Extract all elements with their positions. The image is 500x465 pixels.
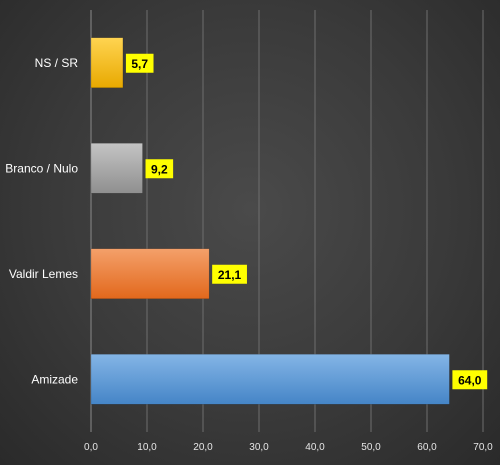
data-label-box [125, 53, 154, 73]
bars [90, 37, 450, 405]
data-labels: 5,7 9,2 21,1 64,0 [125, 53, 488, 390]
x-tick-label: 60,0 [417, 442, 437, 453]
bar [90, 37, 124, 88]
category-label: Branco / Nulo [5, 161, 78, 175]
data-label-box [452, 370, 488, 390]
category-label: Valdir Lemes [9, 267, 78, 281]
x-tick-label: 10,0 [137, 442, 157, 453]
data-label: 64,0 [458, 373, 482, 387]
data-label: 9,2 [151, 162, 168, 176]
data-label: 21,1 [218, 268, 242, 282]
x-tick-label: 70,0 [473, 442, 493, 453]
value-axis: 0,0 10,0 20,0 30,0 40,0 50,0 60,0 70,0 NS / SR Br… [5, 10, 493, 453]
data-label-box [145, 159, 174, 179]
category-label: NS / SR [35, 56, 79, 70]
gridlines [90, 10, 484, 432]
x-tick-label: 50,0 [361, 442, 381, 453]
x-tick-label: 20,0 [193, 442, 213, 453]
x-tick-label: 30,0 [249, 442, 269, 453]
bar [90, 248, 210, 299]
bar [90, 354, 450, 405]
category-label: Amizade [31, 372, 78, 386]
bar [90, 143, 143, 194]
x-tick-label: 40,0 [305, 442, 325, 453]
data-label: 5,7 [131, 57, 148, 71]
data-label-box [212, 264, 247, 284]
x-tick-label: 0,0 [84, 442, 98, 453]
